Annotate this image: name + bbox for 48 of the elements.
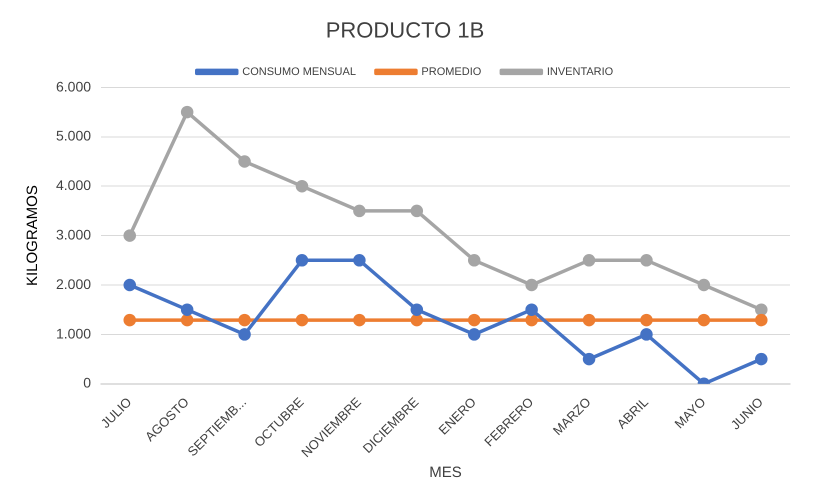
point: [180, 106, 194, 118]
point: [296, 314, 308, 326]
point: [410, 303, 424, 316]
x-axis-title: MES: [429, 464, 462, 482]
point: [410, 204, 424, 218]
point: [468, 328, 480, 341]
point: [180, 314, 194, 326]
point: [123, 314, 136, 326]
point: [525, 303, 538, 316]
point: [353, 314, 366, 326]
point: [468, 314, 480, 326]
legend-label: PROMEDIO: [421, 66, 482, 78]
point: [640, 328, 653, 341]
point: [525, 278, 538, 292]
point: [468, 254, 480, 267]
y-tick-label: 0: [83, 374, 92, 391]
point: [582, 314, 596, 326]
point: [123, 278, 136, 292]
point: [698, 278, 710, 292]
point: [238, 328, 251, 341]
point: [582, 352, 596, 366]
y-tick-label: 2.000: [56, 276, 92, 292]
legend-label: CONSUMO MENSUAL: [242, 66, 356, 78]
point: [353, 254, 366, 267]
point: [755, 303, 768, 316]
point: [525, 314, 538, 326]
y-tick-label: 4.000: [56, 177, 92, 194]
y-tick-label: 3.000: [56, 226, 92, 242]
y-tick-label: 6.000: [56, 78, 92, 94]
point: [238, 314, 251, 326]
y-tick-label: 5.000: [56, 128, 92, 144]
point: [353, 204, 366, 218]
point: [698, 314, 710, 326]
point: [755, 314, 768, 326]
point: [296, 254, 308, 267]
point: [640, 254, 653, 267]
point: [410, 314, 424, 326]
point: [123, 229, 136, 242]
point: [238, 155, 251, 168]
point: [582, 254, 596, 267]
point: [640, 314, 653, 326]
point: [296, 180, 308, 192]
point: [180, 303, 194, 316]
y-axis-title: KILOGRAMOS: [24, 185, 42, 286]
point: [755, 352, 768, 366]
chart-title: PRODUCTO 1B: [326, 17, 484, 42]
y-tick-label: 1.000: [56, 325, 92, 342]
legend-label: INVENTARIO: [546, 66, 614, 78]
